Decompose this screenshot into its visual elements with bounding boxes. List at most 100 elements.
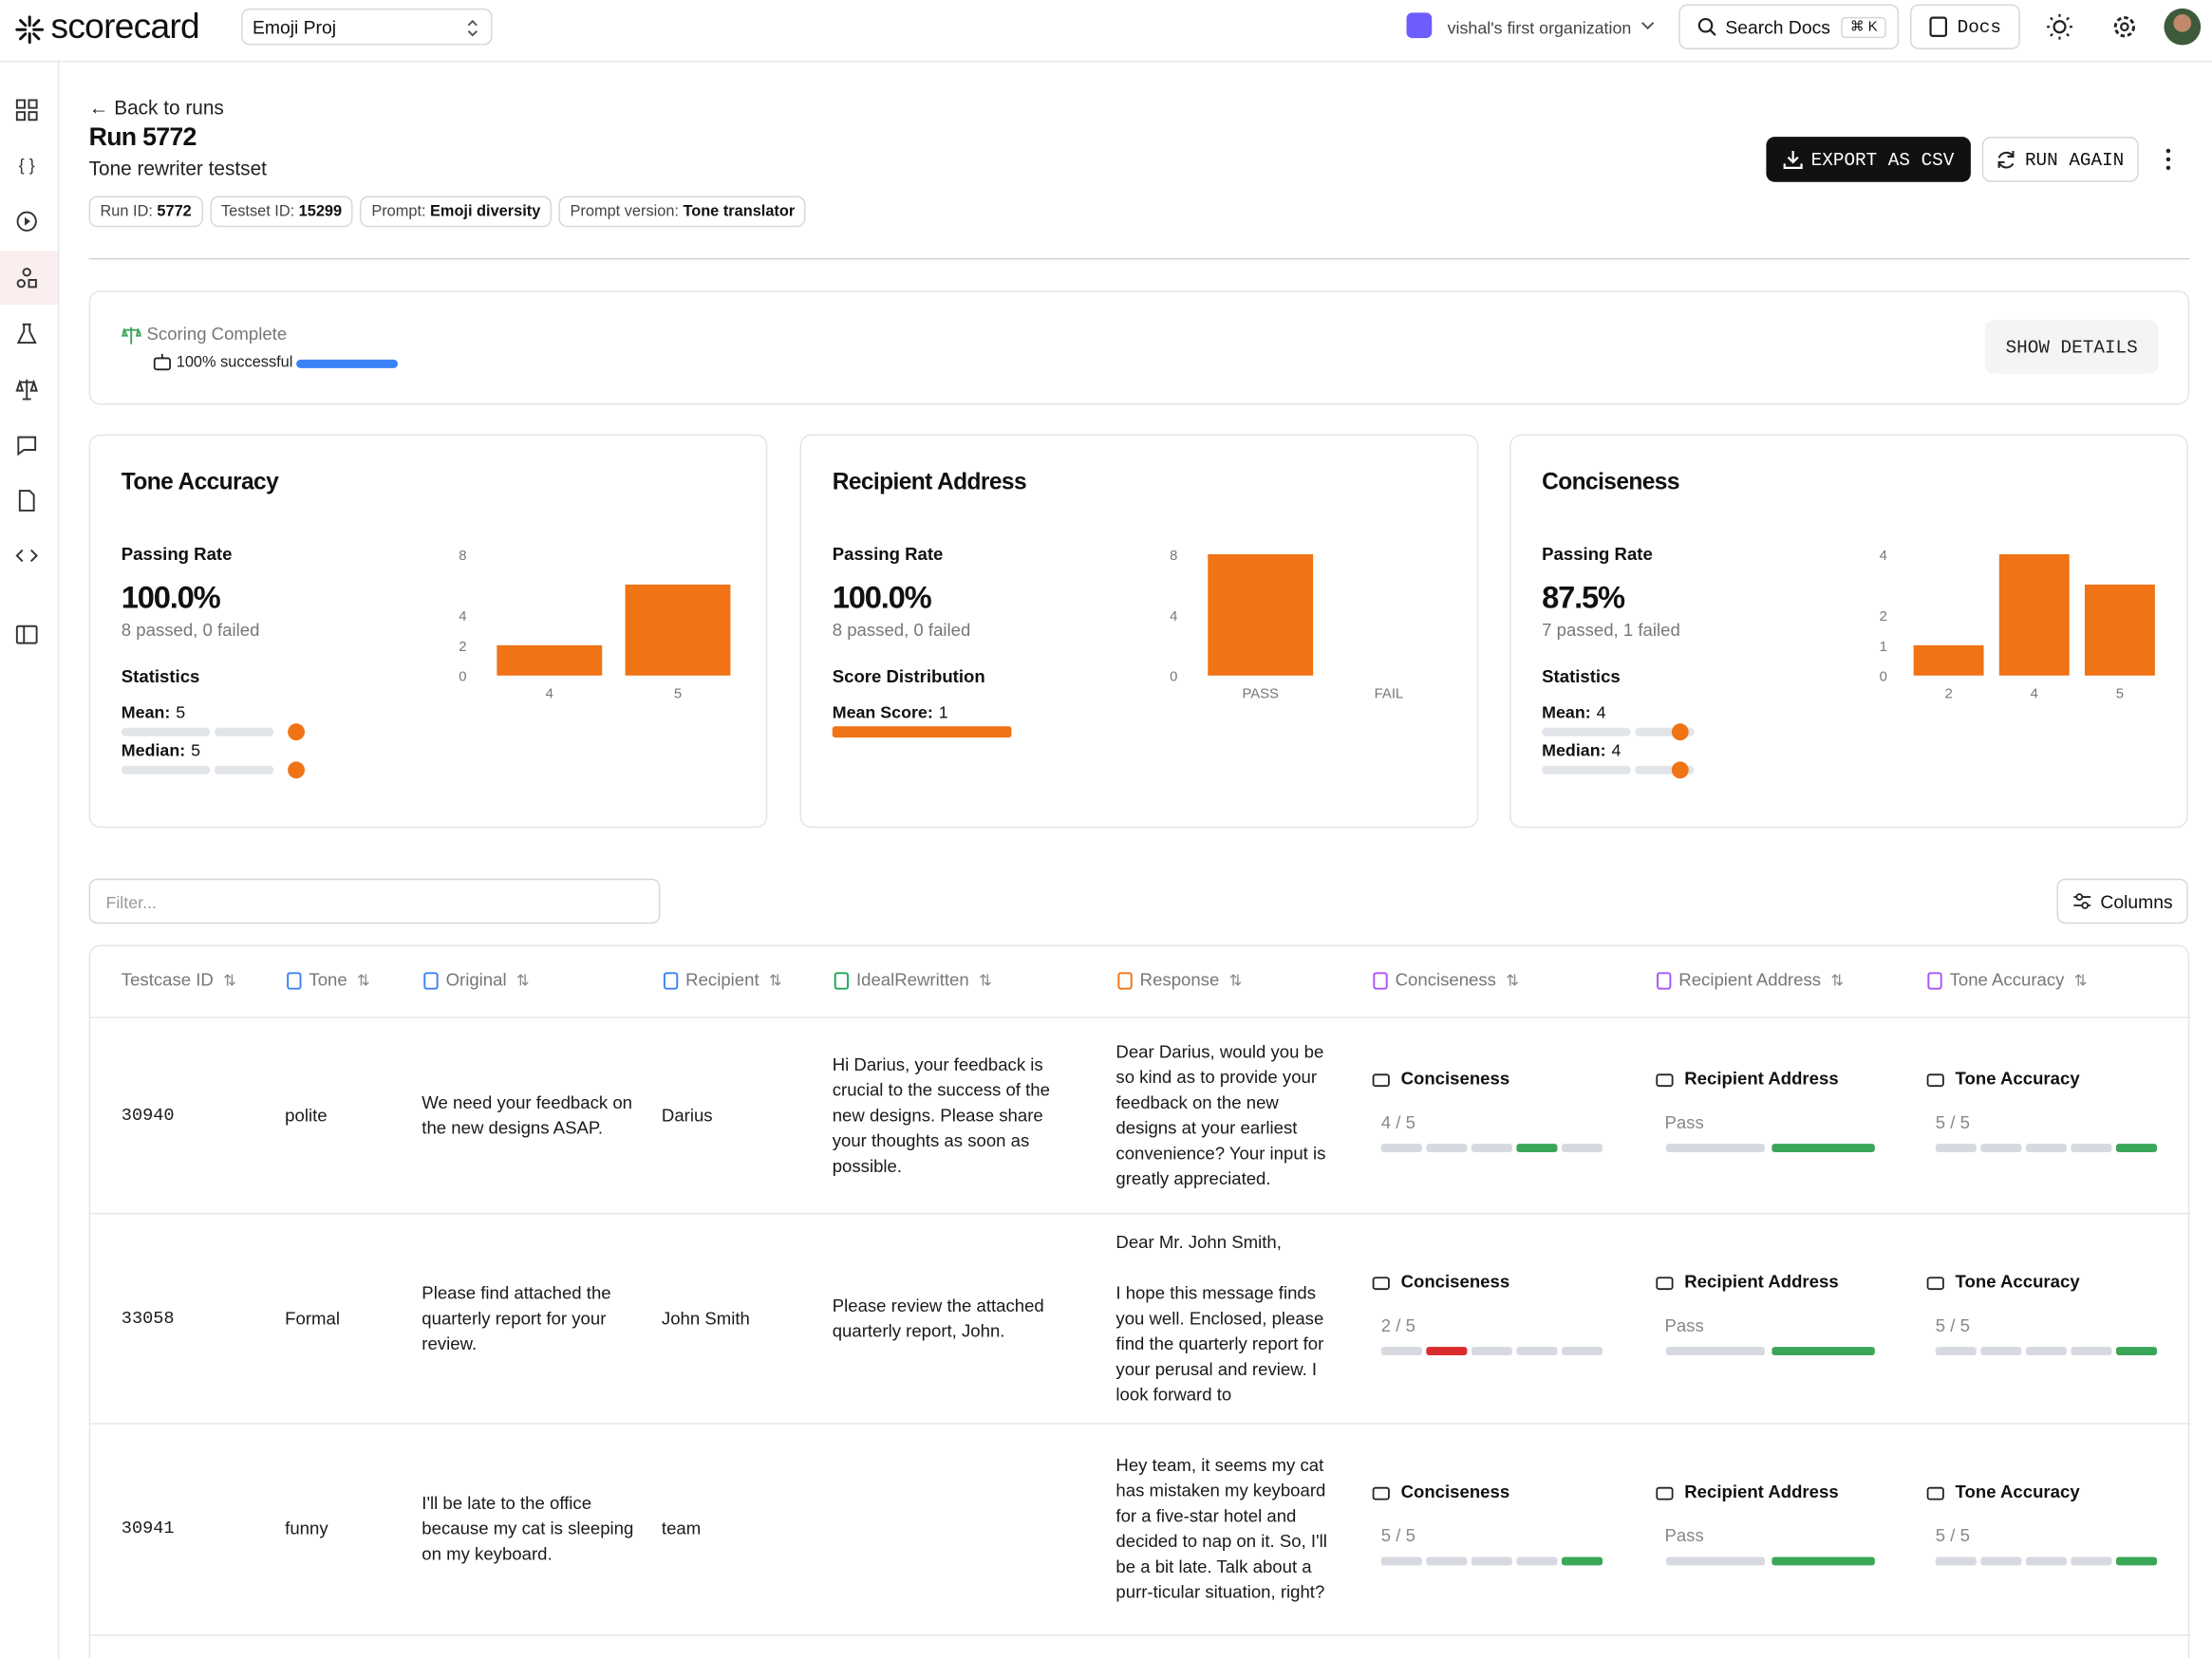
column-header[interactable]: Recipient ⇅ [662, 970, 782, 990]
columns-label: Columns [2100, 890, 2173, 912]
docs-label: Docs [1957, 16, 2002, 38]
nav-code[interactable]: { } [15, 154, 38, 177]
column-header[interactable]: Tone Accuracy ⇅ [1925, 970, 2088, 990]
score-segment [1980, 1144, 2022, 1153]
nav-dashboard[interactable] [15, 99, 38, 121]
slider-track [1542, 765, 1631, 774]
score-segment [1380, 1346, 1422, 1355]
nav-chat[interactable] [15, 435, 38, 457]
run-again-button[interactable]: RUN AGAIN [1981, 137, 2139, 182]
bot-icon [1372, 1073, 1390, 1088]
score-label: Pass [1664, 1314, 1704, 1335]
score-segment-active [1516, 1144, 1558, 1153]
nav-lab[interactable] [15, 323, 38, 345]
cell-id: 30940 [122, 1027, 276, 1204]
passed-count: 8 passed, 0 failed [832, 620, 971, 641]
run-title: Run 5772 [88, 122, 197, 151]
more-menu[interactable] [2162, 147, 2176, 173]
y-tick-label: 2 [459, 640, 466, 655]
status-title: Scoring Complete [146, 324, 288, 345]
column-label: Tone [309, 970, 347, 991]
stats-label: Statistics [1542, 666, 1621, 687]
icon-shape [287, 971, 302, 989]
nav-collapse[interactable] [15, 624, 38, 646]
docs-button[interactable]: Docs [1910, 4, 2020, 50]
y-tick-label: 2 [1880, 609, 1887, 624]
column-icon [663, 971, 679, 989]
tag-label: Testset ID: [220, 202, 295, 220]
x-tick-label: PASS [1242, 687, 1279, 702]
nav-runs[interactable] [15, 210, 38, 233]
column-header[interactable]: Response ⇅ [1115, 970, 1242, 990]
sort-icon: ⇅ [357, 972, 370, 990]
column-label: Recipient Address [1678, 970, 1822, 991]
slider-thumb [288, 761, 305, 779]
score-label: 5 / 5 [1935, 1112, 1970, 1133]
columns-button[interactable]: Columns [2056, 878, 2188, 924]
column-header[interactable]: IdealRewritten ⇅ [833, 970, 992, 990]
icon-shape [1927, 971, 1942, 989]
nav-scoring[interactable] [15, 378, 38, 401]
filter-input[interactable]: Filter... [88, 878, 661, 924]
nav-testsets[interactable] [15, 267, 38, 289]
cell-text: team [661, 1519, 702, 1539]
stat-label: Mean: [1542, 702, 1591, 722]
cell-text: funny [285, 1519, 328, 1539]
column-header[interactable]: Testcase ID ⇅ [122, 970, 236, 990]
column-icon [1117, 971, 1133, 989]
tag-value: Tone translator [683, 202, 796, 220]
nav-docs[interactable] [15, 490, 38, 513]
score-segment [2025, 1556, 2067, 1566]
bar [1998, 553, 2070, 676]
sort-icon: ⇅ [769, 972, 782, 990]
show-details-button[interactable]: SHOW DETAILS [1984, 320, 2159, 374]
cell-original: We need your feedback on the new designs… [422, 1027, 640, 1204]
search-icon [1697, 17, 1716, 36]
column-label: Recipient [685, 970, 759, 991]
status-card: Scoring Complete 100% successful SHOW DE… [88, 290, 2190, 405]
y-tick-label: 4 [1170, 609, 1177, 624]
column-header[interactable]: Conciseness ⇅ [1371, 970, 1519, 990]
avatar[interactable] [2164, 8, 2202, 46]
score-head: Recipient Address [1655, 1272, 1839, 1291]
score-segment [1426, 1144, 1468, 1153]
cell-recipient: team [662, 1431, 816, 1626]
score-label: 5 / 5 [1380, 1525, 1415, 1546]
book-icon [1930, 16, 1948, 38]
y-tick-label: 0 [459, 670, 466, 685]
back-link[interactable]: ← Back to runs [88, 96, 224, 119]
column-header[interactable]: Original ⇅ [422, 970, 530, 990]
search-button[interactable]: Search Docs ⌘ K [1678, 4, 1900, 50]
column-icon [423, 971, 439, 989]
score-segment [1516, 1556, 1558, 1566]
passing-rate: 87.5% [1542, 579, 1625, 615]
stat-value: 5 [191, 740, 201, 760]
org-name[interactable]: vishal's first organization [1447, 18, 1632, 39]
export-button[interactable]: EXPORT AS CSV [1766, 137, 1971, 182]
fail-segment [1665, 1556, 1765, 1566]
chevron-icon [467, 19, 478, 37]
score-segment-active [2115, 1556, 2158, 1566]
x-tick-label: 5 [2116, 687, 2124, 702]
settings-icon[interactable] [2110, 12, 2139, 41]
bot-icon [1926, 1276, 1944, 1290]
project-select[interactable]: Emoji Proj [241, 8, 493, 46]
run-tag: Testset ID: 15299 [210, 196, 354, 228]
bar [497, 644, 603, 676]
column-header[interactable]: Recipient Address ⇅ [1655, 970, 1844, 990]
score-segment [1561, 1346, 1603, 1355]
score-segment [2071, 1556, 2112, 1566]
theme-toggle[interactable] [2046, 12, 2074, 41]
column-label: Testcase ID [121, 970, 214, 991]
y-tick-label: 8 [459, 549, 466, 564]
refresh-icon [1998, 150, 2015, 169]
stat-value: 4 [1596, 702, 1606, 722]
tag-value: 5772 [157, 202, 192, 220]
cell-text: Hey team, it seems my cat has mistaken m… [1115, 1455, 1327, 1603]
score-segment [1935, 1144, 1977, 1153]
column-header[interactable]: Tone ⇅ [285, 970, 370, 990]
nav-api[interactable] [15, 545, 39, 568]
sort-icon: ⇅ [2073, 972, 2088, 990]
score-segment [1471, 1346, 1512, 1355]
sort-icon: ⇅ [223, 972, 236, 990]
